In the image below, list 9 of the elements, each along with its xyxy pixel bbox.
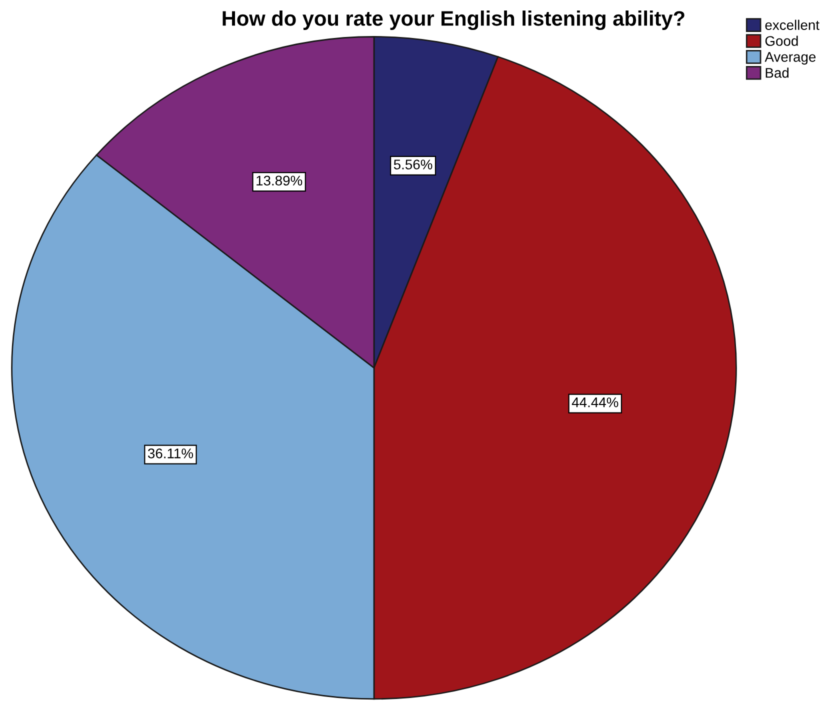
legend-label: Good (765, 36, 798, 46)
legend-label: Average (764, 52, 816, 65)
data-label: 44.44% (572, 397, 618, 408)
chart-title: How do you rate your English listening ability? (222, 10, 684, 30)
data-label: 13.89% (256, 176, 302, 186)
data-label: 36.11% (148, 448, 194, 458)
data-label: 5.56% (394, 160, 432, 170)
legend-label: excellent (765, 20, 820, 30)
legend-label: Bad (766, 68, 789, 78)
